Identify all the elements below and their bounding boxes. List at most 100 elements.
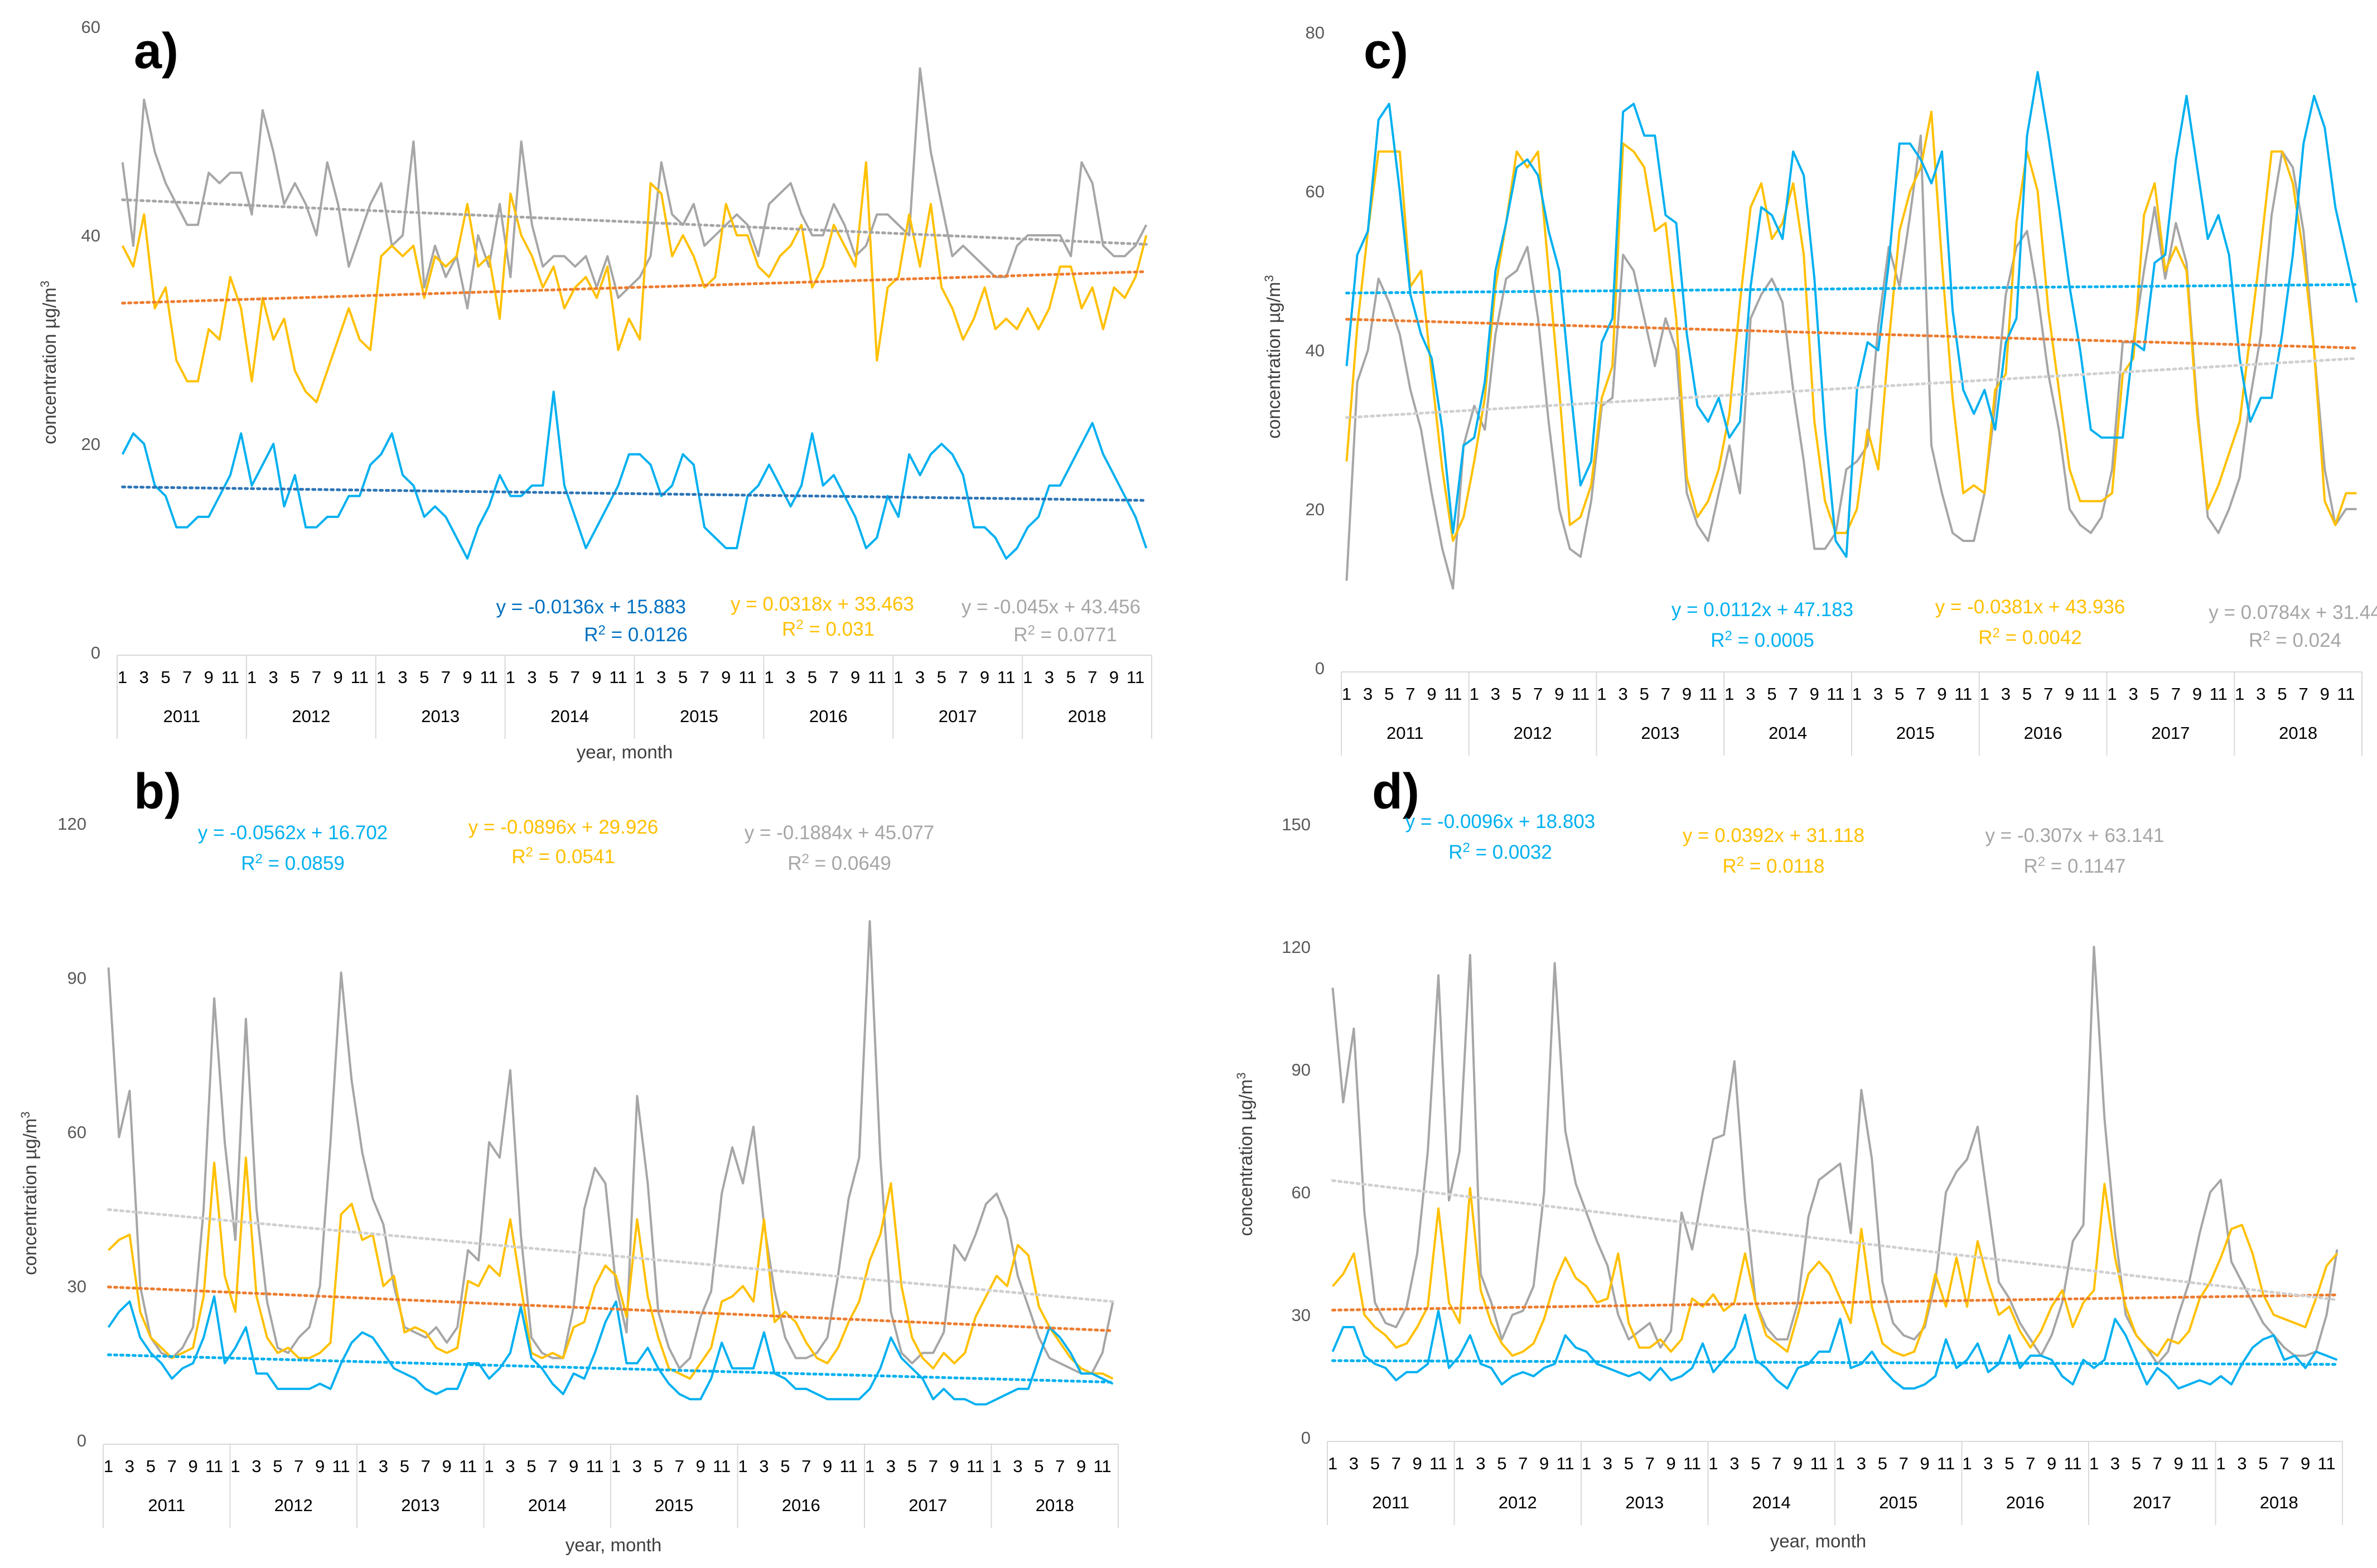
x-tick-label-b-0-4: 9	[189, 1456, 198, 1476]
x-tick-label-a-7-0: 1	[1023, 667, 1032, 687]
y-tick-label-d-4: 120	[1282, 937, 1311, 957]
x-tick-label-c-6-3: 7	[2171, 684, 2181, 704]
x-tick-label-a-7-3: 7	[1088, 667, 1097, 687]
x-tick-label-c-4-2: 5	[1895, 684, 1904, 704]
x-tick-label-c-0-3: 7	[1405, 684, 1415, 704]
x-tick-label-b-0-5: 11	[205, 1456, 223, 1476]
y-tick-label-a-3: 60	[81, 17, 100, 37]
x-tick-label-d-0-4: 9	[1413, 1454, 1422, 1473]
x-tick-label-d-4-3: 7	[1899, 1454, 1909, 1473]
x-tick-label-c-4-3: 7	[1916, 684, 1925, 704]
x-tick-label-a-0-2: 5	[161, 667, 170, 687]
panel-label-a: a)	[134, 23, 178, 79]
series-line-a-2	[121, 161, 1148, 404]
x-tick-label-a-4-2: 5	[678, 667, 688, 687]
x-tick-label-c-3-2: 5	[1767, 684, 1776, 704]
x-tick-label-a-1-5: 11	[351, 667, 369, 687]
r-squared-d-1: R2 = 0.0032	[1448, 840, 1552, 863]
x-tick-label-d-7-2: 5	[2258, 1454, 2268, 1473]
x-tick-label-a-2-0: 1	[376, 667, 386, 687]
r-squared-a-2: R2 = 0.031	[782, 617, 875, 640]
x-tick-label-a-2-1: 3	[398, 667, 407, 687]
x-tick-label-a-1-1: 3	[269, 667, 278, 687]
trend-line-c-1	[1345, 283, 2358, 294]
y-tick-label-c-4: 80	[1306, 23, 1325, 42]
x-tick-label-c-3-3: 7	[1789, 684, 1798, 704]
x-tick-label-b-4-4: 9	[696, 1456, 706, 1476]
trend-equation-a-1: y = -0.0136x + 15.883	[496, 596, 686, 618]
trend-line-d-1	[1331, 1359, 2339, 1366]
series-line-b-2	[108, 1156, 1114, 1380]
y-tick-label-d-1: 30	[1292, 1305, 1311, 1325]
year-label-b-7: 2018	[1036, 1496, 1074, 1515]
r-squared-a-1: R2 = 0.0126	[584, 623, 688, 646]
y-tick-label-a-1: 20	[81, 434, 100, 454]
x-tick-label-d-4-0: 1	[1835, 1454, 1845, 1473]
x-tick-label-d-5-4: 9	[2047, 1454, 2056, 1473]
x-tick-label-d-5-5: 11	[2064, 1454, 2081, 1473]
x-tick-label-d-3-5: 11	[1810, 1454, 1828, 1473]
x-tick-label-a-3-1: 3	[527, 667, 537, 687]
trend-equation-b-3: y = -0.1884x + 45.077	[745, 822, 935, 844]
x-tick-label-b-3-0: 1	[484, 1456, 494, 1476]
year-label-c-3: 2014	[1769, 723, 1807, 743]
x-tick-label-d-2-2: 5	[1624, 1454, 1634, 1473]
x-tick-label-c-0-0: 1	[1342, 684, 1351, 704]
x-tick-label-a-2-5: 11	[480, 667, 498, 687]
series-line-d-3	[1331, 946, 2339, 1365]
x-tick-label-a-5-4: 9	[851, 667, 860, 687]
x-tick-label-c-1-4: 9	[1554, 684, 1564, 704]
r-squared-b-3: R2 = 0.0649	[787, 851, 891, 874]
x-tick-label-c-6-0: 1	[2107, 684, 2117, 704]
x-tick-label-b-3-5: 11	[586, 1456, 603, 1476]
x-tick-label-c-5-2: 5	[2022, 684, 2032, 704]
x-tick-label-c-0-2: 5	[1384, 684, 1394, 704]
year-label-a-7: 2018	[1068, 706, 1107, 726]
x-tick-label-d-0-2: 5	[1370, 1454, 1380, 1473]
x-tick-label-c-4-5: 11	[1954, 684, 1972, 704]
year-label-a-1: 2012	[292, 706, 330, 726]
x-tick-label-d-3-1: 3	[1729, 1454, 1739, 1473]
x-tick-label-d-5-3: 7	[2026, 1454, 2035, 1473]
year-label-c-6: 2017	[2151, 723, 2190, 743]
x-tick-label-a-3-5: 11	[609, 667, 627, 687]
x-tick-label-d-2-5: 11	[1683, 1454, 1701, 1473]
x-tick-label-c-2-2: 5	[1640, 684, 1649, 704]
series-line-b-1	[107, 1295, 1114, 1406]
y-axis-label-c: concentration µg/m3	[1262, 275, 1284, 439]
y-tick-label-c-2: 40	[1306, 341, 1325, 360]
x-tick-label-a-5-5: 11	[868, 667, 886, 687]
x-tick-label-a-4-1: 3	[656, 667, 666, 687]
trend-line-d-2	[1331, 1293, 2339, 1312]
x-tick-label-b-5-4: 9	[823, 1456, 832, 1476]
x-tick-label-c-4-1: 3	[1873, 684, 1883, 704]
x-tick-label-d-1-0: 1	[1455, 1454, 1464, 1473]
trend-equation-b-2: y = -0.0896x + 29.926	[468, 816, 659, 838]
y-tick-label-b-3: 90	[67, 969, 86, 988]
x-tick-label-a-7-1: 3	[1045, 667, 1054, 687]
trend-equation-a-3: y = -0.045x + 43.456	[962, 596, 1141, 618]
year-label-d-4: 2015	[1879, 1493, 1917, 1512]
panel-label-b: b)	[134, 764, 181, 820]
x-tick-label-b-7-0: 1	[992, 1456, 1001, 1476]
x-tick-label-a-5-3: 7	[829, 667, 838, 687]
year-label-a-4: 2015	[680, 706, 718, 726]
year-label-b-4: 2015	[655, 1496, 693, 1515]
x-tick-label-d-1-5: 11	[1556, 1454, 1574, 1473]
x-tick-label-b-2-1: 3	[379, 1456, 388, 1476]
x-tick-label-c-6-4: 9	[2192, 684, 2202, 704]
x-tick-label-b-4-5: 11	[713, 1456, 731, 1476]
x-tick-label-b-3-1: 3	[505, 1456, 515, 1476]
trend-line-a-1	[121, 485, 1148, 502]
x-tick-label-c-3-1: 3	[1746, 684, 1755, 704]
x-tick-label-b-7-2: 5	[1034, 1456, 1043, 1476]
x-tick-label-b-6-5: 11	[967, 1456, 984, 1476]
series-line-c-1	[1345, 71, 2358, 558]
x-tick-label-d-0-1: 3	[1349, 1454, 1359, 1473]
x-tick-label-b-7-1: 3	[1013, 1456, 1022, 1476]
trend-line-c-3	[1345, 357, 2358, 419]
x-tick-label-b-4-0: 1	[611, 1456, 621, 1476]
